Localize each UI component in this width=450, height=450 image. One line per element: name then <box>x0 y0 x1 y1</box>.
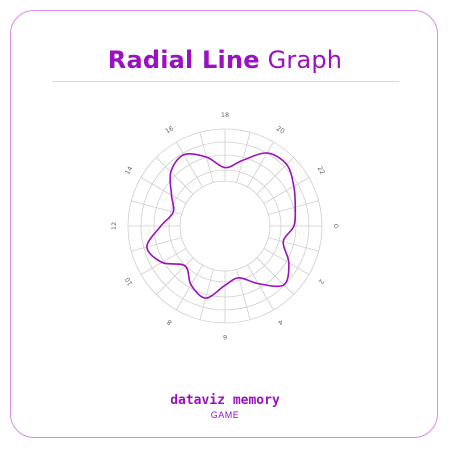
grid-spoke-8 <box>176 264 203 311</box>
angular-tick-labels: 0 2 4 6 8 10 12 14 16 18 20 22 <box>110 111 340 341</box>
angular-tick-label: 14 <box>123 165 134 176</box>
radial-grid <box>127 128 323 324</box>
angular-tick-label: 20 <box>275 124 286 135</box>
grid-spoke-16 <box>176 141 203 188</box>
grid-spoke-14 <box>140 177 187 204</box>
grid-ring-0 <box>179 180 271 272</box>
grid-spoke-21 <box>256 157 294 195</box>
angular-tick-label: 10 <box>123 276 134 287</box>
chart-title-light: Graph <box>267 46 343 74</box>
grid-spoke-22 <box>263 177 310 204</box>
angular-tick-label: 12 <box>110 222 118 230</box>
grid-spoke-4 <box>247 264 274 311</box>
angular-tick-label: 22 <box>316 165 327 176</box>
chart-title-bold: Radial Line <box>107 46 260 74</box>
angular-tick-label: 8 <box>166 318 174 327</box>
grid-spoke-19 <box>236 132 251 183</box>
series-layer <box>146 152 297 299</box>
brand-name: dataviz memory <box>170 393 280 408</box>
angular-tick-label: 2 <box>317 278 326 286</box>
angular-tick-label: 16 <box>164 124 175 135</box>
grid-spoke-2 <box>263 248 310 275</box>
grid-spoke-11 <box>131 237 182 252</box>
angular-tick-label: 18 <box>221 111 229 119</box>
grid-spoke-10 <box>140 248 187 275</box>
brand-subtitle: GAME <box>210 410 240 420</box>
series-line <box>146 152 297 299</box>
grid-spoke-7 <box>199 269 214 320</box>
grid-spoke-23 <box>268 200 319 215</box>
angular-tick-label: 6 <box>223 333 227 341</box>
angular-tick-label: 4 <box>277 318 285 327</box>
grid-spoke-15 <box>156 157 194 195</box>
title-divider <box>52 81 399 82</box>
angular-tick-label: 0 <box>332 224 340 228</box>
grid-spoke-1 <box>268 237 319 252</box>
chart-title: Radial Line Graph <box>0 46 450 74</box>
grid-spoke-9 <box>156 257 194 295</box>
grid-spoke-20 <box>247 141 274 188</box>
grid-spoke-3 <box>256 257 294 295</box>
